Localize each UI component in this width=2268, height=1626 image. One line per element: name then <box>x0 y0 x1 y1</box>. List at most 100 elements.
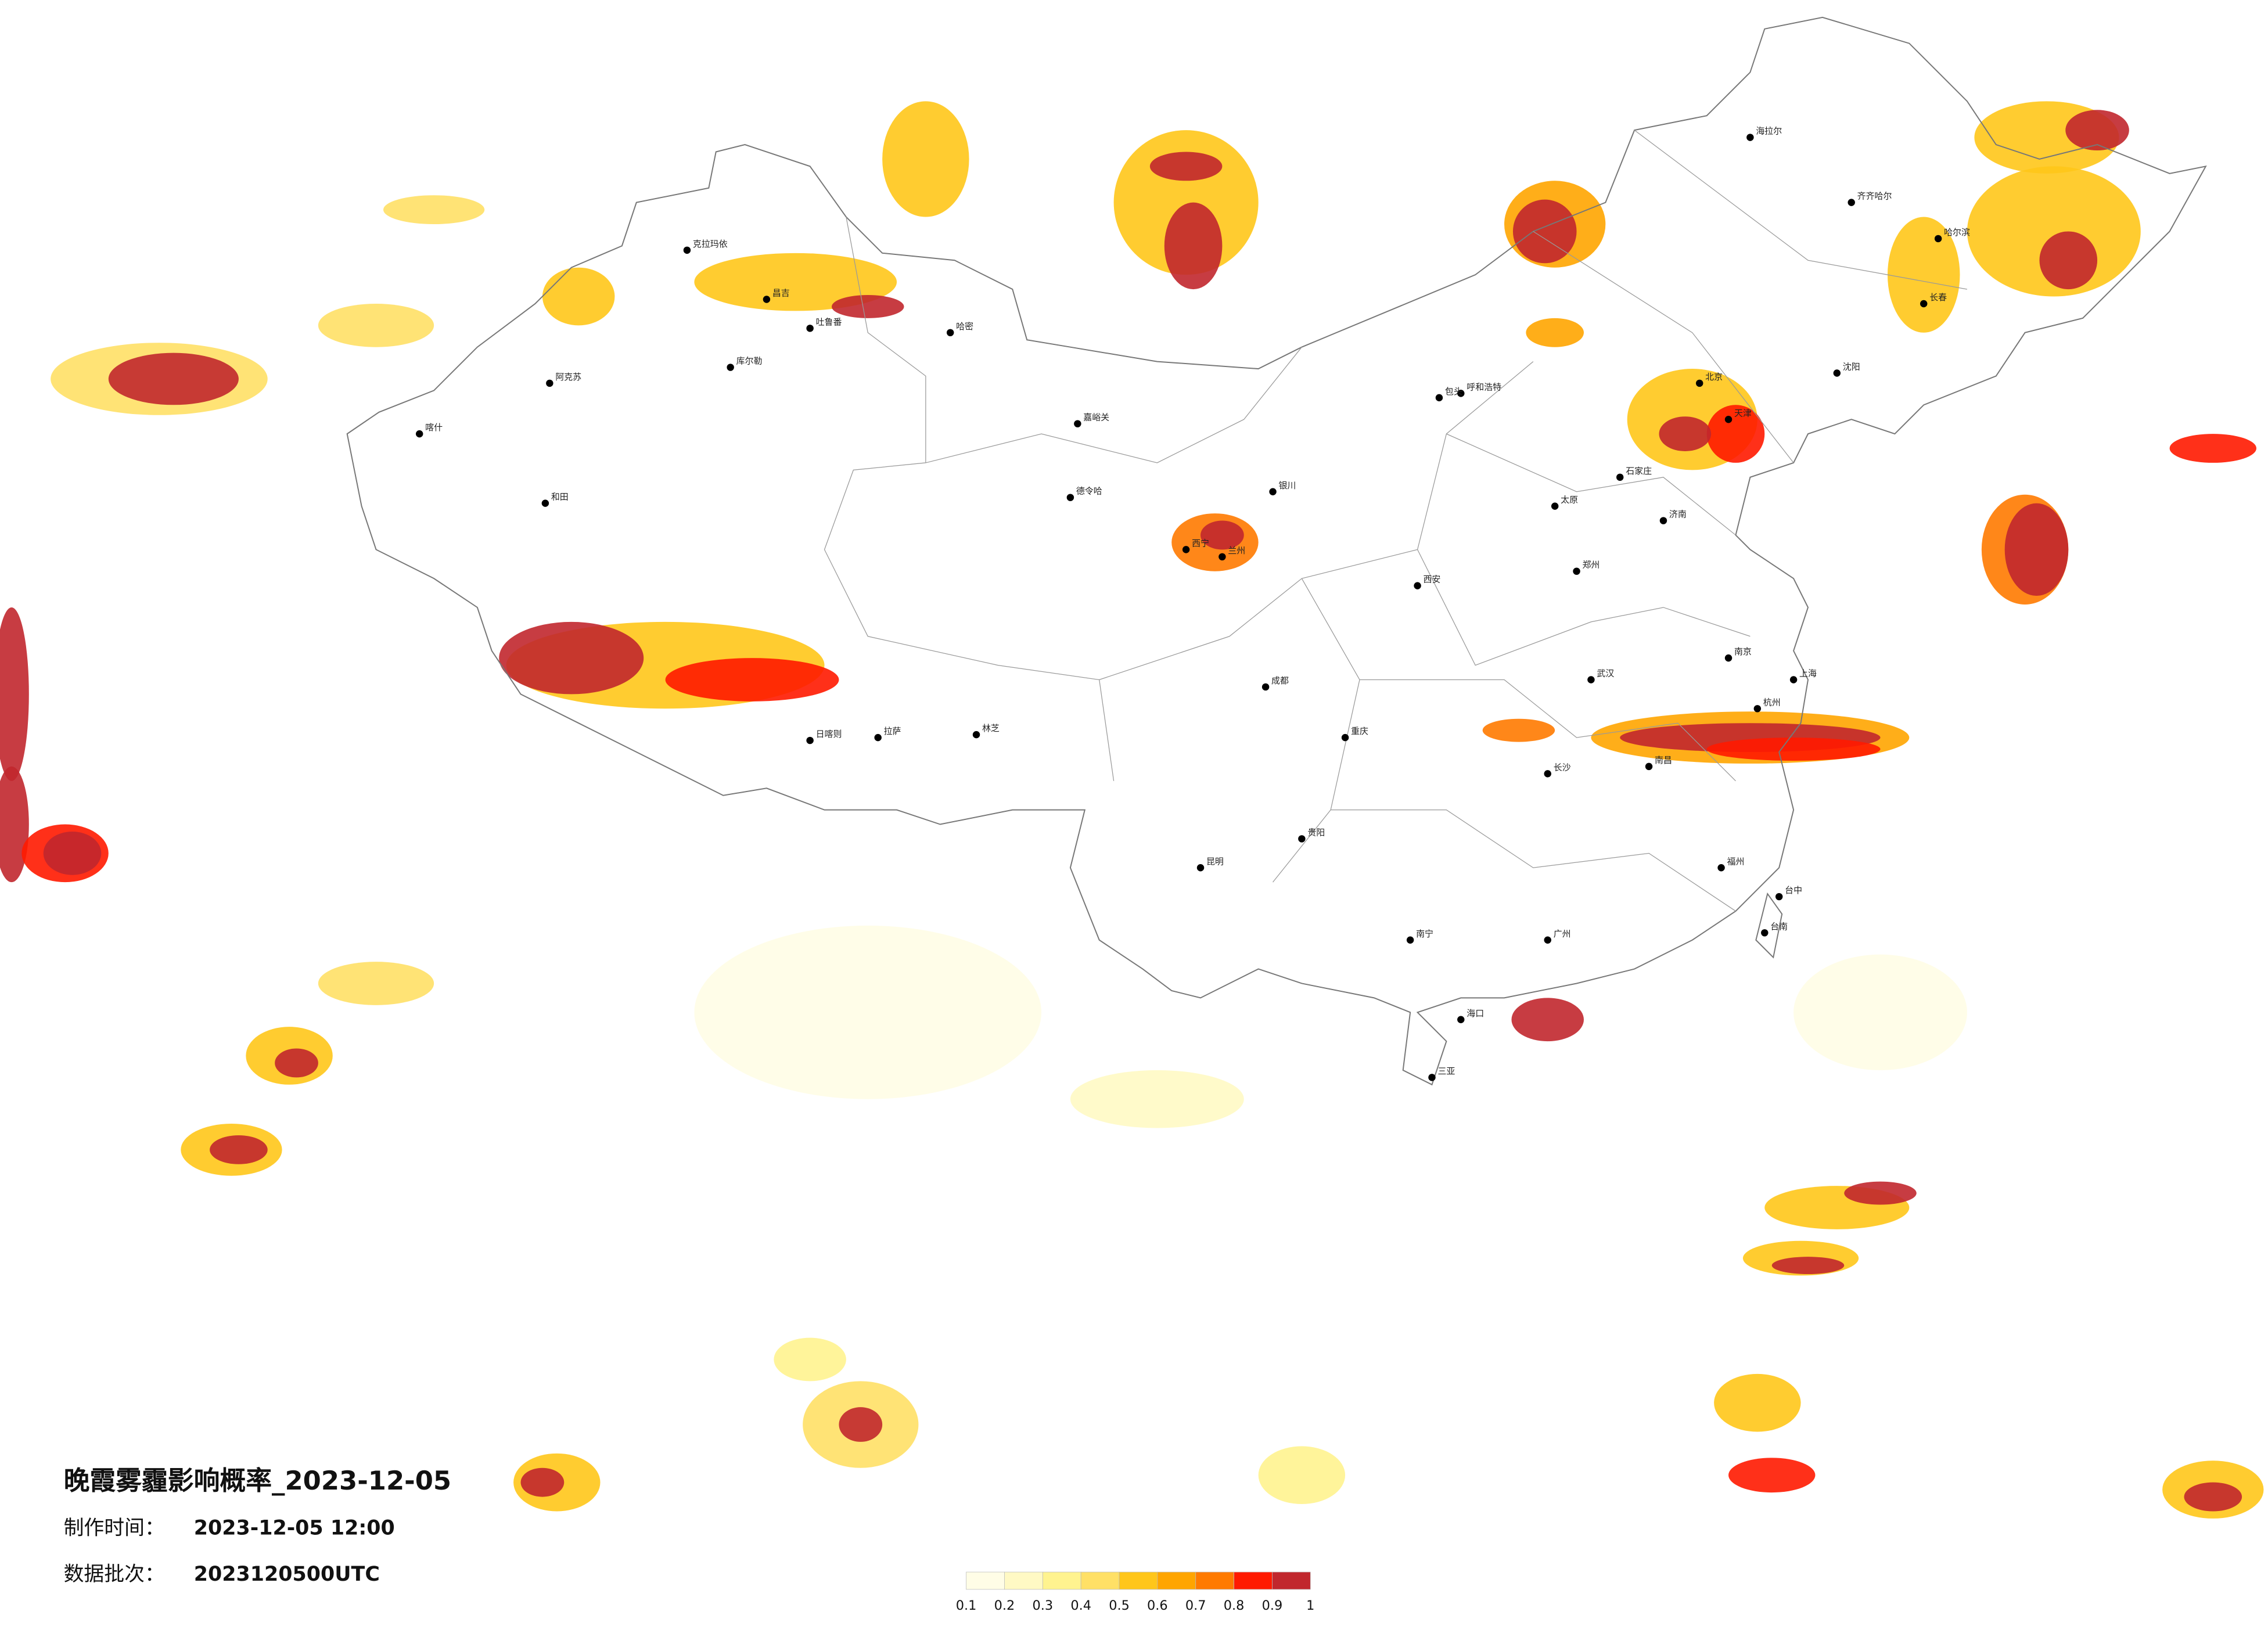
city-dot <box>1551 502 1559 510</box>
heat-area <box>694 253 897 311</box>
legend-tick-label: 0.4 <box>1070 1598 1091 1613</box>
city-dot <box>1544 936 1551 944</box>
city-label: 海口 <box>1467 1008 1484 1019</box>
heat-area <box>275 1048 318 1078</box>
production-time: 2023-12-05 12:00 <box>194 1516 395 1539</box>
city-label: 喀什 <box>425 422 443 433</box>
city-dot <box>1182 546 1190 553</box>
city-dot <box>727 364 734 371</box>
city-label: 齐齐哈尔 <box>1857 191 1892 202</box>
city-dot <box>1341 733 1349 742</box>
city-dot <box>1848 199 1855 206</box>
city-dot <box>1219 553 1226 561</box>
city-label: 昆明 <box>1206 856 1224 866</box>
city-dot <box>946 329 954 337</box>
heat-area <box>1526 318 1584 347</box>
city-label: 太原 <box>1561 495 1578 505</box>
city-label: 重庆 <box>1351 726 1368 736</box>
city-label: 呼和浩特 <box>1467 382 1501 392</box>
city-label: 杭州 <box>1763 697 1781 707</box>
map-title: 晚霞雾霾影响概率_2023-12-05 <box>64 1465 452 1496</box>
city-dot <box>1573 567 1580 575</box>
city-dot <box>1659 517 1667 524</box>
city-dot <box>415 430 423 438</box>
legend-swatch <box>1119 1571 1158 1590</box>
heat-area <box>318 303 434 347</box>
heat-area <box>882 101 969 217</box>
heat-area <box>1793 954 1967 1070</box>
heat-area <box>839 1407 883 1442</box>
batch-label: 数据批次： <box>64 1563 165 1586</box>
heat-area <box>1258 1446 1346 1505</box>
heat-area <box>694 925 1042 1099</box>
city-dot <box>1761 929 1769 937</box>
city-label: 日喀则 <box>816 729 842 739</box>
city-label: 拉萨 <box>884 726 901 736</box>
legend-tick-label: 0.2 <box>994 1598 1015 1613</box>
heat-area <box>1482 718 1555 742</box>
city-dot <box>1775 893 1783 901</box>
city-label: 德令哈 <box>1076 486 1102 497</box>
city-dot <box>1428 1074 1436 1081</box>
city-label: 武汉 <box>1597 668 1614 679</box>
city-label: 沈阳 <box>1843 362 1860 372</box>
city-dot <box>1746 134 1754 141</box>
heat-area <box>2039 231 2098 290</box>
city-dot <box>541 499 549 507</box>
city-dot <box>1298 835 1306 843</box>
heat-area <box>2169 434 2257 463</box>
city-label: 天津 <box>1734 408 1752 418</box>
city-label: 嘉峪关 <box>1083 412 1109 423</box>
heat-area <box>1714 1373 1801 1432</box>
city-dot <box>806 736 814 744</box>
heat-area <box>2004 503 2069 596</box>
city-label: 台中 <box>1785 885 1802 895</box>
city-dot <box>1261 683 1270 691</box>
city-dot <box>1196 864 1205 872</box>
city-label: 和田 <box>551 492 569 502</box>
heat-area <box>0 766 29 883</box>
legend-tick-label: 0.1 <box>956 1598 977 1613</box>
city-dot <box>1616 473 1624 481</box>
city-dot <box>1789 676 1798 684</box>
legend-swatch <box>1157 1571 1196 1590</box>
city-dot <box>1695 379 1703 387</box>
city-dot <box>1074 420 1081 427</box>
heat-area <box>1771 1257 1845 1275</box>
heat-area <box>318 962 434 1005</box>
city-label: 库尔勒 <box>736 356 763 366</box>
city-label: 海拉尔 <box>1756 126 1782 136</box>
heat-area <box>1070 1070 1244 1128</box>
heat-area <box>1706 405 1765 463</box>
legend-tick-label: 0.3 <box>1032 1598 1053 1613</box>
legend-swatch <box>966 1571 1005 1590</box>
heat-area <box>1844 1181 1917 1205</box>
city-label: 南京 <box>1734 646 1752 657</box>
city-label: 广州 <box>1554 929 1571 939</box>
city-label: 福州 <box>1727 856 1745 866</box>
city-dot <box>1406 936 1414 944</box>
heat-area <box>1512 199 1577 264</box>
city-label: 济南 <box>1669 509 1687 520</box>
heat-area <box>831 295 904 318</box>
city-label: 包头 <box>1445 386 1462 397</box>
city-label: 长春 <box>1929 292 1947 303</box>
city-label: 哈尔滨 <box>1944 227 1970 238</box>
city-dot <box>874 733 882 742</box>
city-label: 南昌 <box>1655 755 1672 765</box>
heat-area <box>1511 998 1584 1042</box>
legend-tick-label: 0.5 <box>1109 1598 1130 1613</box>
legend-swatch <box>1080 1571 1120 1590</box>
legend-swatch <box>1195 1571 1234 1590</box>
city-dot <box>1457 1016 1465 1023</box>
city-label: 兰州 <box>1228 545 1245 556</box>
legend-swatch <box>1272 1571 1311 1590</box>
heat-area <box>1728 1458 1816 1493</box>
city-label: 克拉玛依 <box>693 239 728 249</box>
heat-layer <box>0 101 2264 1519</box>
city-label: 昌吉 <box>772 288 790 298</box>
heat-area <box>43 831 102 875</box>
heat-area <box>520 1467 565 1497</box>
